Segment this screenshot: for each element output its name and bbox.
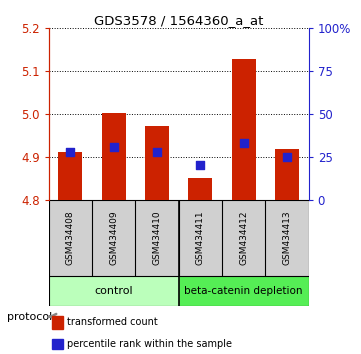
Bar	[232, 59, 256, 200]
Text: beta-catenin depletion: beta-catenin depletion	[184, 286, 303, 296]
Bar	[145, 126, 169, 200]
Bar	[179, 276, 309, 306]
Point	[154, 149, 160, 155]
Text: GSM434411: GSM434411	[196, 211, 205, 266]
Text: GSM434412: GSM434412	[239, 211, 248, 265]
Bar	[275, 149, 299, 200]
Bar	[52, 339, 63, 349]
Title: GDS3578 / 1564360_a_at: GDS3578 / 1564360_a_at	[94, 14, 264, 27]
Point	[111, 144, 117, 150]
Bar	[49, 276, 179, 306]
Text: GSM434410: GSM434410	[153, 211, 161, 266]
Bar	[52, 316, 63, 329]
Bar	[58, 152, 82, 200]
Bar	[188, 178, 212, 200]
Point	[284, 154, 290, 160]
Point	[241, 141, 247, 146]
Point	[68, 149, 73, 155]
Text: GSM434409: GSM434409	[109, 211, 118, 266]
Text: protocol: protocol	[7, 312, 52, 322]
Text: control: control	[95, 286, 133, 296]
Text: GSM434413: GSM434413	[283, 211, 291, 266]
Point	[197, 162, 203, 168]
Text: percentile rank within the sample: percentile rank within the sample	[67, 339, 232, 349]
Bar	[102, 113, 126, 200]
Text: transformed count: transformed count	[67, 318, 157, 327]
Text: GSM434408: GSM434408	[66, 211, 75, 266]
